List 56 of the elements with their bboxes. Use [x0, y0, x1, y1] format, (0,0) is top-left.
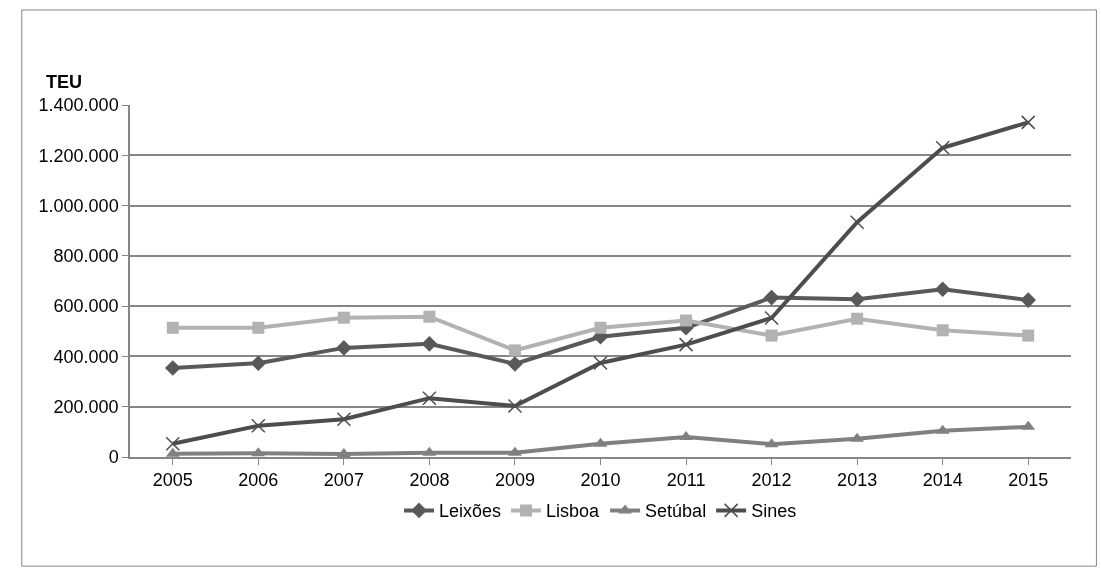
point: [678, 337, 694, 352]
x-tick-label: 2009: [494, 470, 535, 491]
point: [764, 310, 779, 326]
point: [336, 340, 352, 356]
point: [936, 324, 949, 337]
point: [250, 355, 267, 372]
point: [1022, 329, 1035, 342]
point: [423, 310, 436, 323]
legend-label: Setúbal: [645, 501, 707, 522]
point: [165, 436, 181, 451]
y-tick-label: 1.400.000: [38, 95, 119, 116]
y-tick-label: 600.000: [53, 296, 119, 317]
point: [594, 321, 607, 334]
y-axis-title: TEU: [46, 72, 82, 92]
point: [508, 446, 522, 456]
x-tick-label: 2015: [1008, 470, 1049, 491]
x-tick-label: 2013: [837, 470, 878, 491]
point: [935, 140, 950, 155]
x-tick-label: 2011: [666, 470, 706, 491]
y-tick-label: 1.200.000: [38, 145, 119, 166]
point: [507, 356, 523, 372]
point: [421, 336, 438, 352]
point: [851, 312, 864, 325]
point: [849, 291, 865, 308]
point: [337, 311, 350, 324]
x-tick-label: 2014: [922, 470, 963, 491]
point: [422, 390, 437, 406]
point: [252, 321, 265, 334]
y-tick-label: 400.000: [53, 346, 119, 367]
point: [765, 329, 778, 342]
legend-label: Leixões: [439, 501, 502, 522]
y-tick-label: 800.000: [53, 246, 119, 267]
point: [679, 430, 693, 440]
point: [763, 289, 780, 306]
point: [1020, 292, 1037, 308]
x-tick-label: 2012: [751, 470, 792, 491]
point: [934, 281, 951, 298]
point: [593, 355, 608, 371]
y-tick-label: 0: [108, 447, 119, 468]
point: [164, 360, 181, 376]
x-tick-label: 2010: [580, 470, 621, 491]
point: [507, 398, 523, 414]
point: [680, 314, 693, 327]
x-tick-label: 2006: [238, 470, 279, 491]
point: [336, 412, 352, 427]
x-tick-label: 2008: [409, 470, 450, 491]
point: [251, 418, 266, 434]
y-tick-label: 1.000.000: [38, 195, 119, 216]
legend-label: Sines: [751, 501, 797, 522]
point: [1020, 115, 1036, 130]
x-tick-label: 2007: [323, 470, 364, 491]
x-tick-label: 2005: [152, 470, 193, 491]
y-tick-label: 200.000: [53, 397, 119, 418]
point: [508, 344, 521, 357]
legend-label: Lisboa: [546, 501, 601, 522]
point: [166, 321, 179, 334]
